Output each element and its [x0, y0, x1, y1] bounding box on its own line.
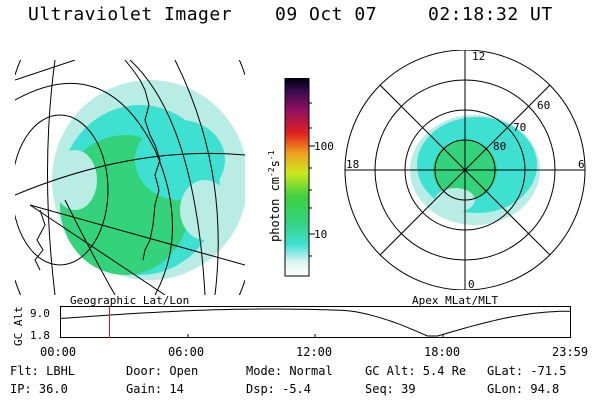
colorbar-unit-label: photon cm-2s-1 [267, 150, 282, 242]
mlt-label-18: 18 [346, 158, 360, 171]
xtick-2359: 23:59 [552, 345, 589, 359]
colorbar-tick-100: 100 [314, 140, 334, 153]
gc-alt-readout: GC Alt: 5.4 Re [365, 364, 467, 378]
xtick-1200: 12:00 [296, 345, 333, 359]
dsp-readout: Dsp: -5.4 [246, 382, 312, 396]
mlt-label-0: 0 [468, 278, 475, 291]
gain-readout: Gain: 14 [126, 382, 184, 396]
altitude-ylabel: GC Alt [12, 306, 25, 346]
altitude-plot [60, 306, 571, 338]
ip-readout: IP: 36.0 [10, 382, 68, 396]
altitude-ytick-bottom: 1.8 [30, 329, 50, 342]
date-readout: 09 Oct 07 [275, 4, 378, 25]
time-readout: 02:18:32 UT [428, 4, 553, 25]
mlat-label-80: 80 [493, 140, 507, 153]
door-readout: Door: Open [126, 364, 199, 378]
app-title: Ultraviolet Imager [28, 4, 233, 25]
filter-readout: Flt: LBHL [10, 364, 76, 378]
intensity-colorbar [284, 78, 315, 277]
glat-readout: GLat: -71.5 [487, 364, 567, 378]
altitude-curve [60, 308, 570, 337]
seq-readout: Seq: 39 [365, 382, 416, 396]
mlt-label-6: 6 [578, 158, 585, 171]
colorbar-tick-10: 10 [314, 228, 328, 241]
mode-readout: Mode: Normal [246, 364, 333, 378]
xtick-0600: 06:00 [168, 345, 205, 359]
geographic-image-panel [15, 60, 245, 295]
glon-readout: GLon: 94.8 [487, 382, 560, 396]
xtick-0000: 00:00 [40, 345, 77, 359]
mlt-label-12: 12 [472, 50, 486, 63]
polar-mlat-mlt-panel [344, 50, 586, 290]
mlat-label-70: 70 [513, 121, 527, 134]
xtick-1800: 18:00 [424, 345, 461, 359]
apex-caption: Apex MLat/MLT [412, 294, 499, 307]
altitude-ytick-top: 9.0 [30, 307, 50, 320]
mlat-label-60: 60 [537, 99, 551, 112]
geographic-caption: Geographic Lat/Lon [70, 294, 190, 307]
